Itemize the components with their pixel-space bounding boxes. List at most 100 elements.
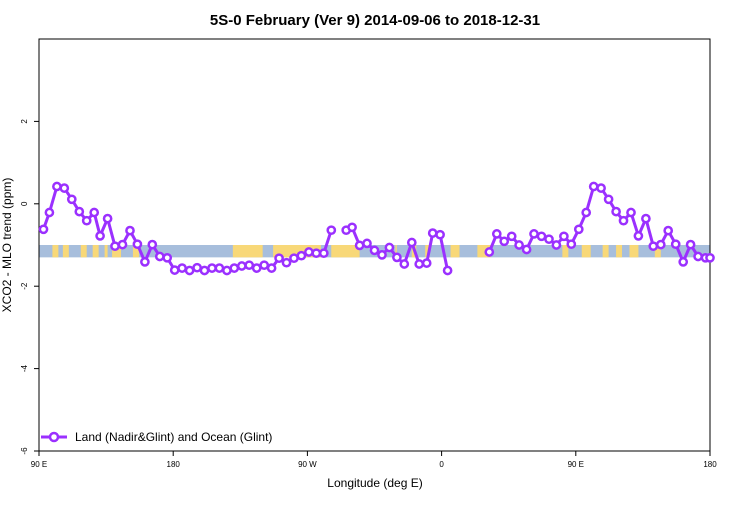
data-point — [618, 215, 629, 226]
data-point — [362, 238, 372, 249]
data-point — [102, 213, 113, 224]
land-band-segment — [62, 245, 69, 258]
x-tick-label: 180 — [167, 460, 181, 469]
land-band-segment — [80, 245, 87, 258]
land-band-segment — [132, 245, 139, 258]
data-point — [678, 257, 689, 267]
data-point — [214, 263, 225, 273]
data-point — [222, 265, 232, 276]
data-point — [596, 183, 606, 193]
data-point — [693, 251, 703, 262]
data-point — [95, 231, 105, 241]
legend: Land (Nadir&Glint) and Ocean (Glint) — [41, 430, 272, 444]
data-point — [347, 222, 357, 233]
data-point — [266, 263, 277, 273]
land-band-segment — [562, 245, 569, 258]
data-point — [521, 244, 532, 255]
x-axis-label: Longitude (deg E) — [327, 476, 422, 490]
data-point — [81, 215, 92, 226]
data-point — [66, 194, 77, 205]
legend-label: Land (Nadir&Glint) and Ocean (Glint) — [75, 430, 272, 444]
data-point — [377, 250, 387, 260]
data-point — [392, 252, 402, 263]
data-point — [551, 240, 562, 250]
series-line — [42, 185, 333, 272]
land-band-segment — [450, 245, 460, 258]
data-point — [442, 265, 453, 276]
data-point — [117, 239, 128, 250]
data-point — [414, 259, 425, 269]
data-point — [544, 234, 554, 245]
data-point — [74, 206, 85, 217]
land-band-segment — [654, 245, 661, 258]
x-axis: 90 E 180 90 W 0 90 E 180 — [31, 451, 717, 469]
data-point — [369, 245, 380, 256]
data-point — [44, 207, 55, 218]
data-point — [169, 265, 180, 275]
x-tick-label: 90 E — [568, 460, 584, 469]
y-tick-label: 2 — [20, 119, 29, 124]
data-point — [685, 239, 696, 250]
data-point — [354, 240, 365, 251]
data-point — [633, 231, 644, 241]
data-point — [184, 265, 195, 276]
land-band-segment — [425, 245, 430, 258]
data-point — [559, 231, 569, 242]
data-point — [399, 259, 410, 269]
data-point — [384, 242, 395, 253]
data-point — [59, 183, 70, 193]
data-point — [435, 229, 445, 240]
data-point — [89, 207, 100, 218]
data-point — [318, 248, 329, 259]
data-point — [229, 263, 240, 273]
y-axis-label: XCO2 - MLO trend (ppm) — [0, 178, 14, 313]
data-point — [52, 181, 62, 192]
data-point — [655, 239, 666, 250]
land-band-segment — [112, 245, 122, 258]
data-point — [281, 257, 292, 268]
data-point — [536, 231, 547, 242]
data-point — [514, 240, 524, 250]
y-tick-label: 0 — [20, 201, 29, 206]
x-tick-label: 180 — [703, 460, 717, 469]
data-point — [641, 213, 651, 224]
data-point — [192, 262, 202, 273]
land-band-segment — [52, 245, 59, 258]
data-point — [421, 258, 432, 268]
legend-marker-swatch — [48, 431, 60, 443]
data-point — [274, 253, 284, 264]
data-point — [663, 225, 674, 236]
data-point — [289, 253, 299, 264]
data-point — [491, 229, 502, 239]
data-point — [626, 207, 636, 218]
y-tick-label: -4 — [20, 364, 29, 372]
data-point — [251, 263, 262, 273]
data-point — [199, 265, 210, 276]
land-band-segment — [629, 245, 639, 258]
land-band-segment — [104, 245, 108, 258]
plot-frame — [38, 38, 711, 452]
data-point — [566, 239, 577, 250]
data-point — [132, 239, 143, 250]
data-point — [162, 252, 173, 263]
data-point — [427, 228, 438, 238]
data-point — [296, 250, 307, 261]
series-layer — [38, 181, 715, 276]
data-point — [611, 206, 621, 217]
land-band-segment — [616, 245, 623, 258]
data-point — [506, 231, 517, 242]
data-point — [406, 237, 417, 248]
data-point — [38, 224, 49, 235]
data-point — [326, 225, 337, 236]
data-point — [670, 239, 681, 250]
data-point — [236, 261, 247, 271]
x-tick-label: 0 — [439, 460, 444, 469]
y-tick-label: -2 — [20, 282, 29, 290]
data-point — [588, 181, 599, 192]
land-band-segment — [232, 245, 263, 258]
data-point — [581, 207, 592, 218]
land-band-segment — [395, 245, 397, 258]
data-point — [529, 229, 539, 239]
y-tick-label: -6 — [20, 447, 29, 455]
